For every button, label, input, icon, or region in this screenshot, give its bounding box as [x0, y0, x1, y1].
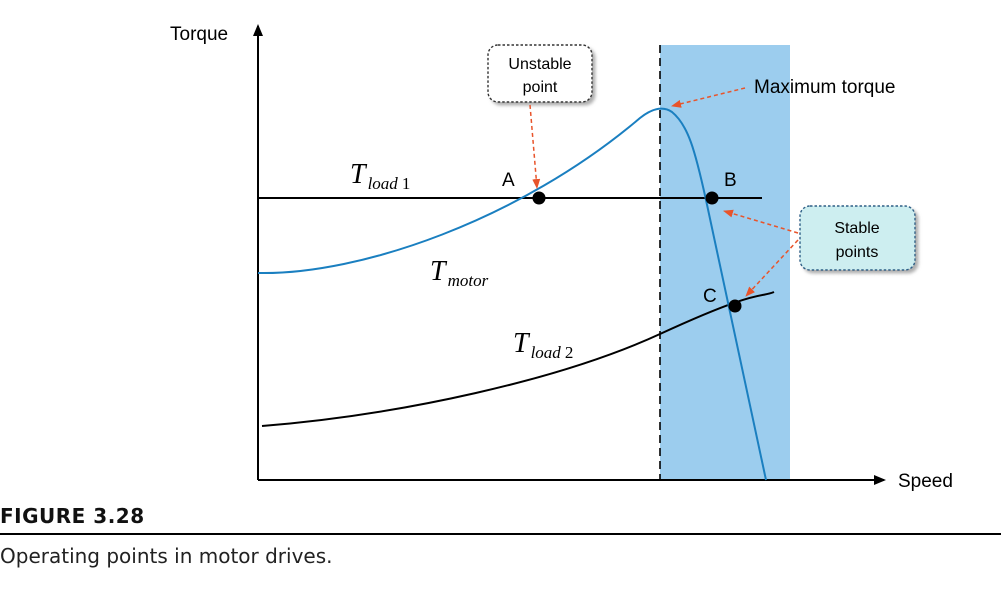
x-axis-label: Speed	[898, 471, 953, 492]
stable-points-callout	[799, 205, 916, 271]
tmotor-curve	[257, 107, 767, 481]
operating-point-a	[532, 191, 546, 205]
stable-callout-line2: points	[836, 244, 879, 261]
figure-label: FIGURE 3.28	[0, 504, 145, 528]
unstable-callout-line2: point	[523, 79, 558, 96]
stable-callout-line1: Stable	[834, 220, 879, 237]
unstable-arrow	[529, 104, 541, 189]
point-c-label: C	[703, 286, 717, 307]
point-a-label: A	[502, 170, 515, 191]
stable-arrow-b	[723, 209, 799, 234]
stable-region	[660, 45, 790, 480]
operating-point-c	[728, 299, 742, 313]
y-axis-label: Torque	[170, 24, 228, 45]
unstable-point-callout	[487, 44, 593, 103]
max-torque-arrow	[671, 87, 746, 108]
operating-point-b	[705, 191, 719, 205]
point-b-label: B	[724, 170, 737, 191]
figure-caption: Operating points in motor drives.	[0, 544, 333, 568]
stable-arrow-c	[745, 239, 799, 297]
max-torque-label: Maximum torque	[754, 77, 896, 98]
caption-divider	[0, 533, 1001, 535]
unstable-callout-line1: Unstable	[508, 56, 571, 73]
